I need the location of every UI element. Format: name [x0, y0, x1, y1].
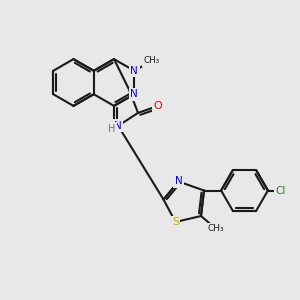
Text: S: S	[172, 217, 179, 227]
Text: CH₃: CH₃	[208, 224, 224, 233]
Text: CH₃: CH₃	[143, 56, 160, 65]
Text: O: O	[110, 124, 118, 134]
Text: N: N	[175, 176, 182, 187]
Text: Cl: Cl	[276, 185, 286, 196]
Text: N: N	[130, 66, 138, 76]
Text: N: N	[114, 121, 122, 131]
Text: CH₃: CH₃	[143, 56, 160, 65]
Text: H: H	[108, 124, 115, 134]
Text: O: O	[154, 101, 162, 111]
Text: N: N	[130, 89, 138, 99]
